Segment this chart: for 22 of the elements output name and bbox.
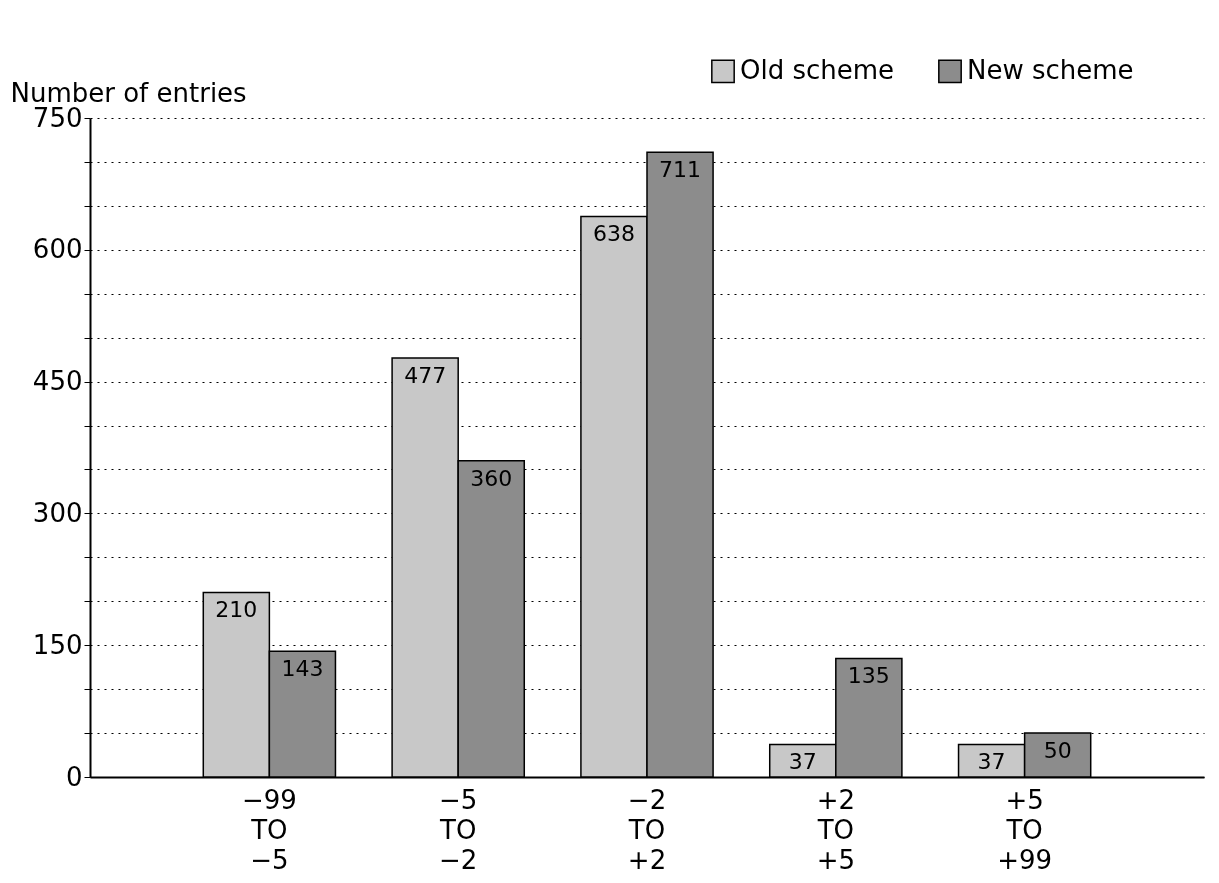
legend-label: Old scheme — [740, 55, 895, 86]
y-tick-label: 450 — [32, 366, 83, 397]
data-label: 477 — [404, 362, 447, 388]
y-tick-label: 300 — [32, 497, 83, 528]
x-tick-label: −5 TO −2 — [439, 784, 478, 875]
data-label: 210 — [215, 597, 258, 623]
data-label: 143 — [281, 656, 324, 682]
x-tick-label: +2 TO +5 — [816, 784, 855, 875]
data-label: 50 — [1043, 738, 1072, 764]
data-label: 135 — [847, 663, 890, 689]
data-label: 37 — [788, 749, 817, 775]
y-tick-label: 600 — [32, 234, 83, 265]
data-label: 711 — [659, 157, 702, 183]
x-tick-label: −2 TO +2 — [627, 784, 667, 875]
data-label: 638 — [592, 221, 635, 247]
y-tick-label: 150 — [32, 629, 83, 660]
x-tick-label: +5 TO +99 — [997, 784, 1053, 875]
y-tick-label: 0 — [65, 761, 83, 792]
legend-label: New scheme — [967, 55, 1134, 86]
data-label: 37 — [977, 749, 1006, 775]
data-label: 360 — [470, 465, 513, 491]
x-tick-label: −99 TO −5 — [241, 784, 297, 875]
